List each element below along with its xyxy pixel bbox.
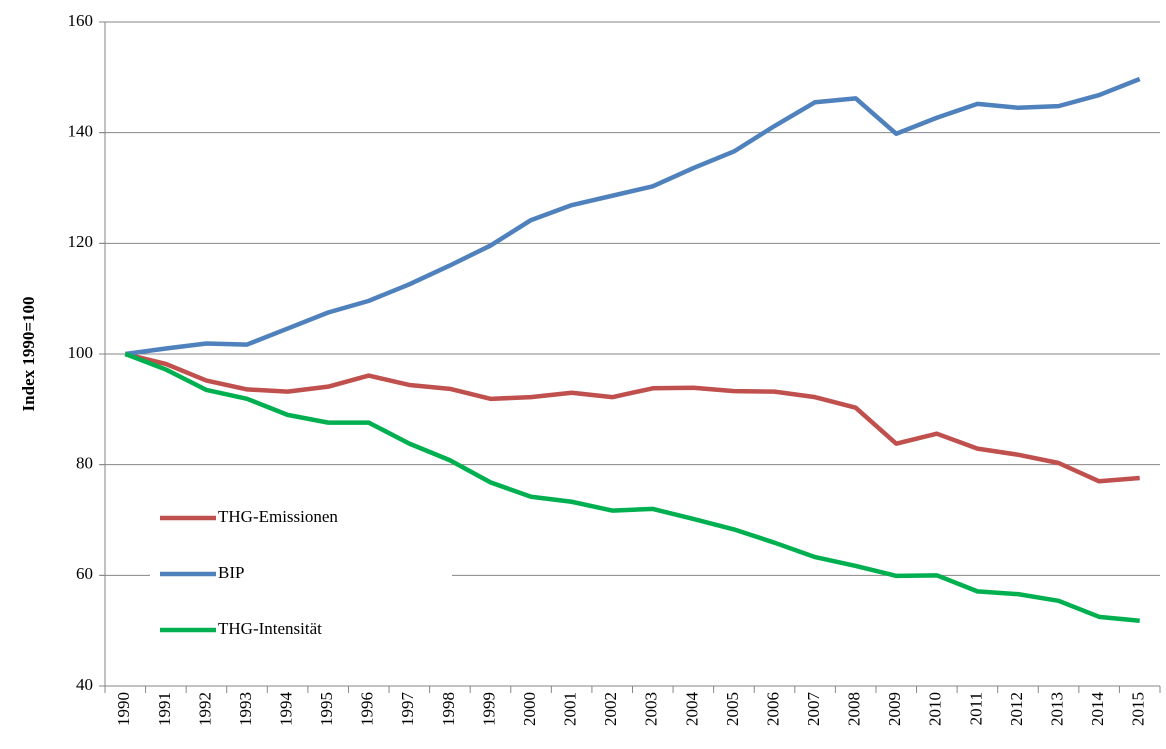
y-tick-label: 100 [68,343,94,362]
series-line [124,351,1140,623]
legend-label: BIP [218,563,244,582]
x-tick-label: 2003 [642,692,661,726]
x-tick-label: 1999 [479,692,498,726]
x-tick-label: 1990 [114,692,133,726]
x-tick-label: 2005 [723,692,742,726]
x-tick-label: 1994 [277,692,296,727]
x-tick-label: 2007 [804,692,823,727]
y-tick-label: 120 [68,232,94,251]
x-tick-label: 2000 [520,692,539,726]
x-tick-label: 2013 [1047,692,1066,726]
y-tick-label: 160 [68,11,94,30]
y-tick-label: 40 [76,675,93,694]
x-tick-label: 2006 [763,692,782,726]
x-tick-label: 2010 [926,692,945,726]
y-axis-title: Index 1990=100 [19,296,38,411]
x-tick-label: 2004 [682,692,701,727]
y-tick-label: 60 [76,564,93,583]
x-tick-label: 1992 [195,692,214,726]
x-tick-label: 2014 [1088,692,1107,727]
x-tick-label: 2012 [1007,692,1026,726]
x-tick-label: 1995 [317,692,336,726]
x-tick-label: 1996 [358,692,377,726]
x-tick-label: 1997 [398,692,417,727]
x-tick-label: 2002 [601,692,620,726]
legend-label: THG-Intensität [218,619,322,638]
y-tick-label: 80 [76,454,93,473]
x-tick-label: 1991 [155,692,174,726]
x-tick-label: 2009 [885,692,904,726]
x-tick-label: 1993 [236,692,255,726]
legend-label: THG-Emissionen [218,507,338,526]
series-line [124,76,1141,357]
x-tick-label: 1998 [439,692,458,726]
x-tick-label: 2015 [1129,692,1148,726]
x-tick-label: 2001 [561,692,580,726]
x-tick-label: 2011 [966,692,985,725]
series-line [124,351,1140,484]
x-tick-label: 2008 [845,692,864,726]
y-tick-label: 140 [68,122,94,141]
